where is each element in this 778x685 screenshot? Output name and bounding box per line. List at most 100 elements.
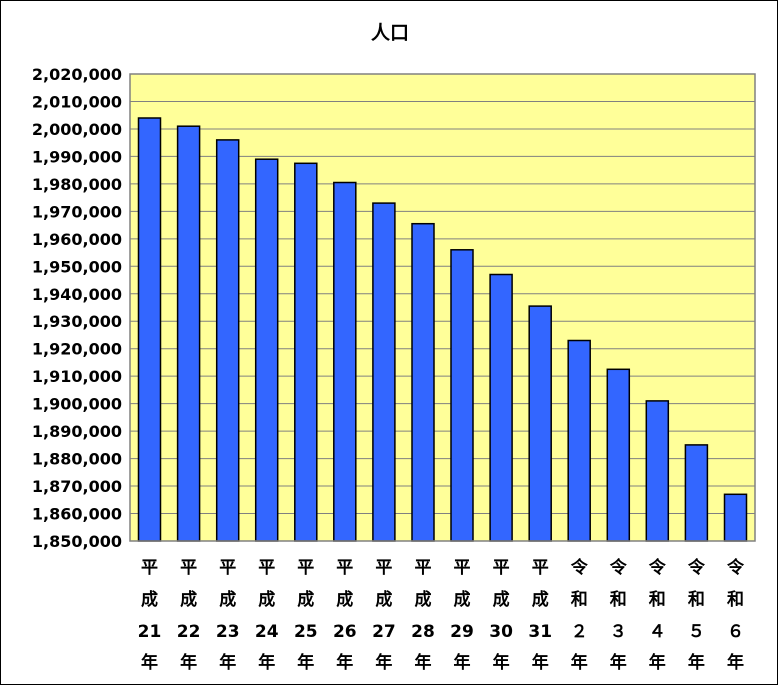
x-category-label: 平成 30 年 (489, 558, 513, 673)
x-category-label-part: 年 (141, 652, 158, 673)
bar (294, 162, 318, 542)
x-category-label-part: 成 (454, 589, 471, 610)
x-category-label-part: 26 (333, 622, 357, 642)
x-category-label: 平成 23 年 (216, 558, 240, 673)
x-category-label-part: 和 (649, 590, 666, 610)
x-category-label-part: 年 (219, 652, 236, 673)
x-category-label-part: ３ (610, 622, 627, 642)
x-category-label-part: 29 (450, 622, 474, 642)
y-tick-label: 1,900,000 (32, 395, 122, 414)
x-axis-category-labels: 平成 21 年 平成 22 年 平成 23 年 平成 24 年 平成 25 年 平成 26 年 平成 27 年 平成 28 年… (138, 557, 745, 673)
y-tick-label: 1,910,000 (32, 367, 122, 386)
bar (606, 368, 631, 542)
x-category-label-part: 成 (375, 589, 392, 610)
y-tick-label: 1,960,000 (32, 230, 122, 249)
y-tick-label: 2,000,000 (32, 120, 122, 139)
y-tick-label: 1,930,000 (32, 312, 122, 331)
x-category-label-part: 令 (688, 557, 706, 578)
x-category-label-part: 令 (610, 557, 628, 578)
x-category-label-part: 成 (258, 589, 275, 610)
x-category-label-part: 21 (138, 622, 162, 642)
x-category-label-part: 年 (493, 652, 510, 673)
bar (333, 181, 357, 542)
x-category-label-part: 成 (415, 589, 432, 610)
x-category-label-part: 年 (649, 652, 666, 673)
x-category-label-part: 年 (610, 652, 627, 673)
x-category-label-part: 平 (532, 558, 549, 578)
x-category-label-part: 平 (297, 558, 314, 578)
x-category-label-part: ２ (571, 622, 588, 642)
x-category-label-part: 年 (415, 652, 432, 673)
bar (254, 158, 279, 542)
bar (215, 139, 240, 542)
x-category-label-part: 令 (649, 557, 667, 578)
y-tick-label: 1,850,000 (32, 532, 122, 551)
x-category-label-part: 22 (177, 622, 201, 642)
x-category-label-part: 成 (180, 589, 197, 610)
x-category-label-part: 成 (532, 589, 549, 610)
x-category-label-part: ４ (649, 622, 666, 642)
x-category-label: 令和 ６ 年 (727, 557, 745, 673)
x-category-label-part: 和 (571, 590, 588, 610)
x-category-label: 平成 25 年 (294, 558, 318, 673)
x-category-label-part: 成 (141, 589, 158, 610)
bar (372, 202, 396, 542)
x-category-label-part: 年 (336, 652, 353, 673)
x-category-label-part: 年 (727, 652, 744, 673)
y-tick-label: 1,870,000 (32, 477, 122, 496)
bar (489, 273, 513, 542)
x-category-label-part: 平 (415, 558, 432, 578)
y-tick-label: 1,980,000 (32, 175, 122, 194)
x-category-label-part: 和 (688, 590, 705, 610)
x-category-label: 平成 21 年 (138, 558, 162, 673)
x-category-label-part: 31 (528, 622, 552, 642)
y-tick-label: 1,880,000 (32, 450, 122, 469)
x-category-label-part: 平 (493, 558, 510, 578)
x-category-label-part: 平 (180, 558, 197, 578)
x-category-label-part: 和 (727, 590, 744, 610)
bar (528, 305, 552, 542)
y-tick-label: 2,010,000 (32, 92, 122, 111)
bar (137, 117, 162, 542)
x-category-label-part: 平 (375, 558, 392, 578)
y-tick-label: 2,020,000 (32, 65, 122, 84)
x-category-label: 令和 ４ 年 (649, 557, 667, 673)
x-category-label-part: 平 (141, 558, 158, 578)
x-category-label: 平成 29 年 (450, 558, 474, 673)
x-category-label-part: 平 (219, 558, 236, 578)
x-category-label-part: 年 (180, 652, 197, 673)
x-category-label-part: 成 (297, 589, 314, 610)
y-tick-label: 1,860,000 (32, 505, 122, 524)
x-category-label-part: 28 (411, 622, 435, 642)
x-category-label-part: ６ (727, 622, 744, 642)
x-category-label-part: 年 (532, 652, 549, 673)
y-tick-label: 1,890,000 (32, 422, 122, 441)
x-category-label: 令和 ５ 年 (688, 557, 706, 673)
x-category-label: 平成 26 年 (333, 558, 357, 673)
x-category-label-part: 成 (219, 589, 236, 610)
y-tick-label: 1,970,000 (32, 202, 122, 221)
bar (411, 222, 435, 542)
x-category-label-part: 平 (454, 558, 471, 578)
x-category-label-part: 令 (571, 557, 589, 578)
bar (723, 493, 748, 542)
x-category-label-part: 年 (571, 652, 588, 673)
y-tick-label: 1,990,000 (32, 147, 122, 166)
y-tick-label: 1,920,000 (32, 340, 122, 359)
x-category-label-part: 令 (727, 557, 745, 578)
bar (176, 125, 201, 542)
x-category-label-part: 年 (297, 652, 314, 673)
x-category-label-part: 成 (493, 589, 510, 610)
x-category-label: 令和 ２ 年 (571, 557, 589, 673)
bar (450, 249, 474, 542)
x-category-label-part: 年 (258, 652, 275, 673)
x-category-label-part: 30 (489, 622, 513, 642)
x-category-label-part: 24 (255, 622, 279, 642)
x-category-label: 平成 28 年 (411, 558, 435, 673)
plot-border (129, 73, 756, 542)
x-category-label-part: 平 (336, 558, 353, 578)
bar (567, 339, 591, 542)
x-category-label: 令和 ３ 年 (610, 557, 628, 673)
